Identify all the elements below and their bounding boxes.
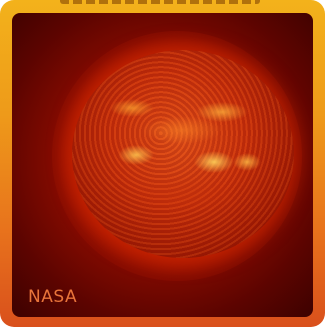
sun-disc bbox=[72, 50, 294, 258]
image-credit: NASA bbox=[28, 287, 78, 307]
top-text-strip bbox=[60, 0, 260, 4]
sun-photo: NASA bbox=[12, 13, 313, 317]
